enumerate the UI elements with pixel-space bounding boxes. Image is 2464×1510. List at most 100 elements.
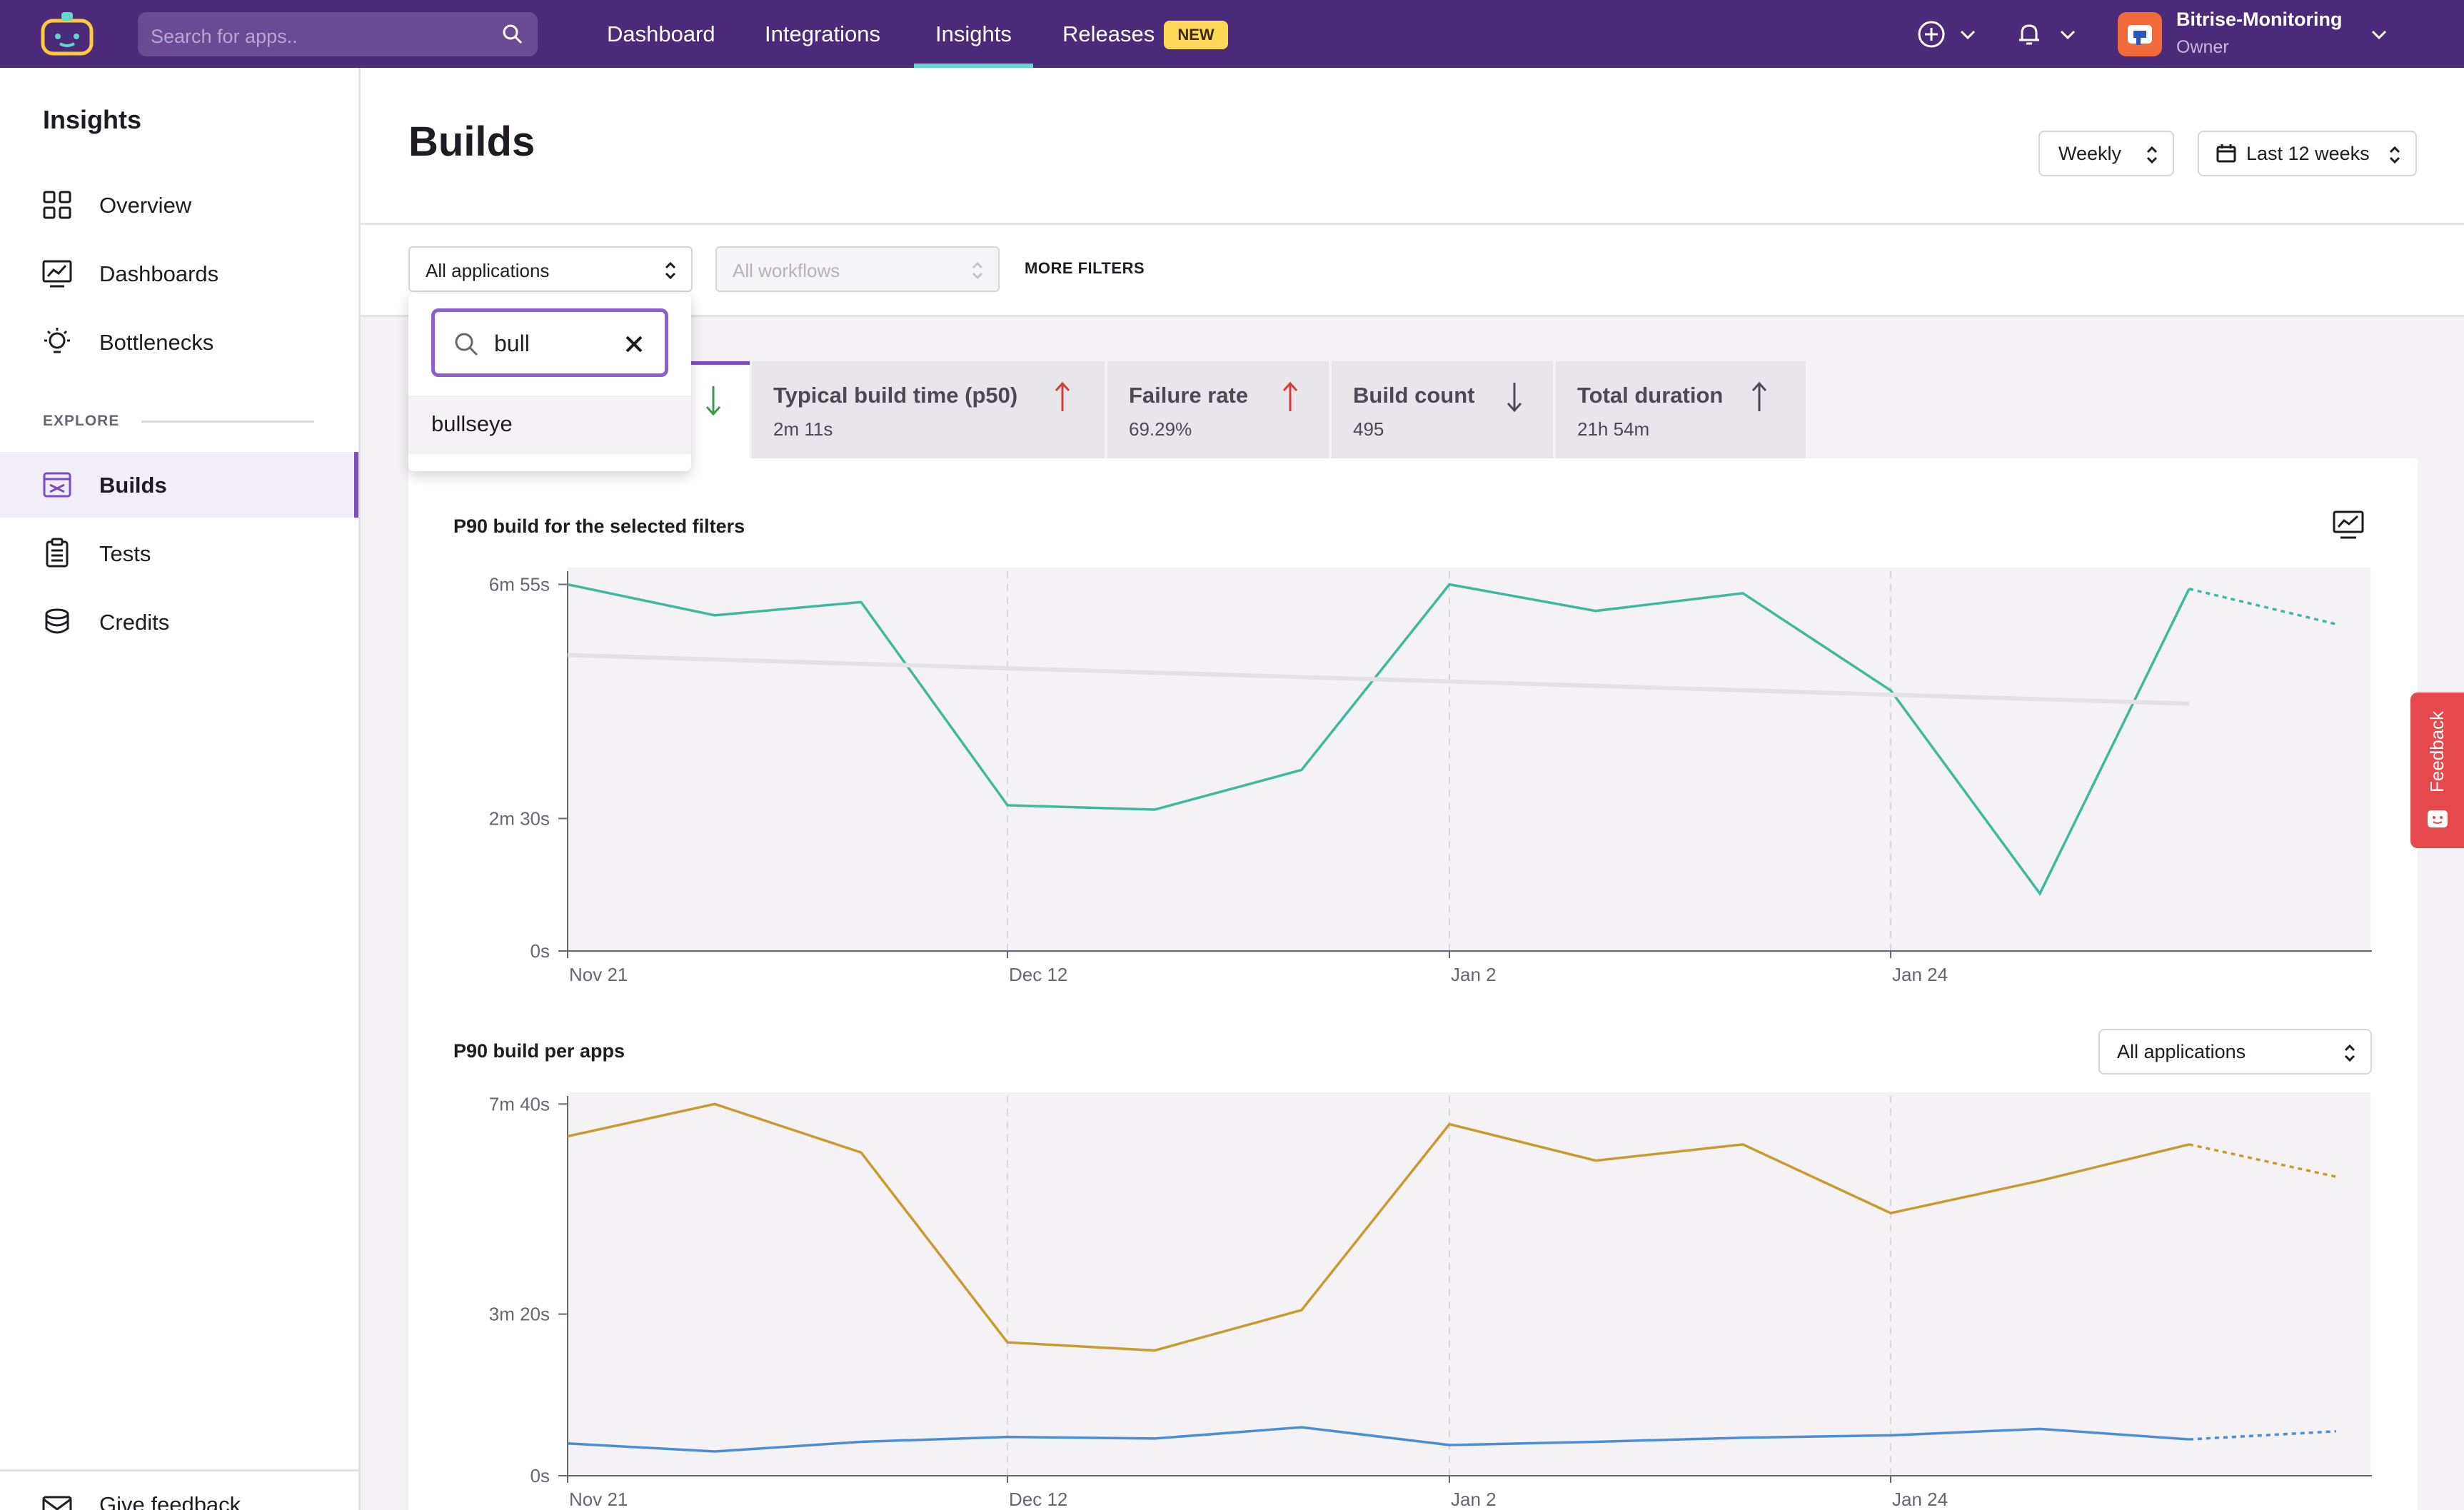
sidebar-item-label: Bottlenecks — [99, 330, 214, 355]
y-tick-label: 0s — [530, 940, 550, 962]
nav-insights[interactable]: Insights — [914, 0, 1033, 68]
sidebar-item-dashboards[interactable]: Dashboards — [0, 241, 358, 306]
account-name[interactable]: Bitrise-Monitoring — [2176, 9, 2343, 30]
coins-stack-icon — [45, 608, 69, 634]
metric-name: Build count — [1353, 383, 1475, 408]
chevron-up-down-icon — [2389, 146, 2400, 164]
metric-tab-typical-build-time[interactable]: Typical build time (p50) 2m 11s — [752, 361, 1105, 458]
series-line-projection — [2188, 1143, 2337, 1178]
sidebar: Insights Overview Dashboards Bottlenecks — [0, 68, 361, 1510]
divider — [0, 1469, 358, 1471]
search-placeholder: Search for apps.. — [151, 26, 298, 47]
search-icon — [455, 333, 478, 356]
nav-integrations[interactable]: Integrations — [765, 21, 880, 46]
metric-tab-build-count[interactable]: Build count 495 — [1332, 361, 1553, 458]
metric-name: Total duration — [1577, 383, 1724, 408]
more-filters-button[interactable]: MORE FILTERS — [1025, 259, 1145, 277]
metric-tab-total-duration[interactable]: Total duration 21h 54m — [1556, 361, 1806, 458]
arrow-down-icon — [705, 386, 721, 416]
sidebar-item-builds[interactable]: Builds — [0, 452, 358, 518]
top-navigation-bar: Search for apps.. Dashboard Integrations… — [0, 0, 2464, 68]
y-tick-label: 7m 40s — [489, 1093, 550, 1114]
x-tick-label: Dec 12 — [1009, 964, 1067, 985]
chevron-down-icon[interactable] — [2369, 20, 2389, 49]
sidebar-item-credits[interactable]: Credits — [0, 589, 358, 655]
apps-chart-select-value: All applications — [2117, 1040, 2246, 1062]
search-result-label: bullseye — [431, 411, 513, 436]
lightbulb-icon — [44, 328, 70, 353]
builds-icon — [43, 472, 71, 498]
app-search-input[interactable]: Search for apps.. — [138, 12, 538, 56]
chart-monitor-icon — [42, 260, 72, 288]
arrow-down-icon — [1507, 383, 1522, 413]
x-tick-label: Jan 24 — [1892, 1489, 1948, 1510]
sidebar-item-label: Tests — [99, 541, 151, 566]
calendar-icon — [2216, 144, 2236, 163]
metric-value: 495 — [1353, 418, 1384, 440]
bitrise-logo-icon[interactable] — [39, 11, 96, 56]
applications-search-popover: bull bullseye — [408, 294, 691, 471]
account-role: Owner — [2176, 37, 2229, 57]
applications-search-input[interactable]: bull — [431, 308, 668, 377]
close-icon[interactable] — [623, 333, 645, 355]
applications-filter-select[interactable]: All applications — [408, 246, 693, 292]
series-line — [567, 1426, 2190, 1453]
sidebar-item-tests[interactable]: Tests — [0, 520, 358, 586]
y-tick-label: 2m 30s — [489, 807, 550, 829]
bell-icon[interactable] — [2015, 20, 2043, 49]
y-tick-label: 0s — [530, 1465, 550, 1486]
x-tick-label: Nov 21 — [569, 1489, 628, 1510]
main-chart-title: P90 build for the selected filters — [453, 515, 745, 537]
sidebar-item-overview[interactable]: Overview — [0, 172, 358, 238]
search-result-option[interactable]: bullseye — [408, 396, 691, 454]
x-tick-label: Jan 2 — [1451, 964, 1497, 985]
add-circle-icon[interactable] — [1917, 20, 1946, 49]
period-select[interactable]: Weekly — [2038, 131, 2174, 176]
apps-chart-application-select[interactable]: All applications — [2098, 1029, 2372, 1074]
sidebar-title: Insights — [43, 105, 142, 134]
chevron-up-down-icon — [2344, 1044, 2355, 1062]
feedback-side-tab[interactable]: Feedback — [2410, 693, 2464, 848]
account-avatar[interactable] — [2118, 12, 2162, 56]
chevron-down-icon[interactable] — [2058, 20, 2078, 49]
metric-value: 21h 54m — [1577, 418, 1650, 440]
apps-chart-title: P90 build per apps — [453, 1040, 625, 1062]
series-line-projection — [2188, 1429, 2337, 1441]
sidebar-item-label: Credits — [99, 610, 170, 635]
metric-name: Failure rate — [1129, 383, 1249, 408]
period-select-value: Weekly — [2058, 142, 2122, 164]
divider — [361, 315, 2464, 317]
sidebar-item-label: Dashboards — [99, 261, 219, 286]
grid-icon — [43, 191, 71, 219]
chevron-down-icon[interactable] — [1958, 20, 1978, 49]
y-tick-label: 6m 55s — [489, 574, 550, 595]
date-range-value: Last 12 weeks — [2246, 142, 2370, 164]
date-range-select[interactable]: Last 12 weeks — [2198, 131, 2417, 176]
nav-dashboard[interactable]: Dashboard — [607, 21, 715, 46]
arrow-up-icon — [1751, 381, 1767, 411]
feedback-side-tab-label: Feedback — [2426, 710, 2448, 792]
metric-tab-p90[interactable] — [691, 361, 750, 458]
metric-value: 69.29% — [1129, 418, 1192, 440]
applications-filter-value: All applications — [426, 260, 550, 281]
search-icon — [503, 24, 523, 44]
x-tick-label: Dec 12 — [1009, 1489, 1067, 1510]
workflows-filter-value: All workflows — [733, 260, 840, 281]
apps-chart-plot-area — [568, 1092, 2370, 1478]
chart-monitor-icon[interactable] — [2332, 510, 2365, 540]
chevron-up-down-icon — [972, 261, 983, 280]
x-tick-label: Jan 2 — [1451, 1489, 1497, 1510]
sidebar-item-bottlenecks[interactable]: Bottlenecks — [0, 309, 358, 375]
workflows-filter-select[interactable]: All workflows — [715, 246, 1000, 292]
sidebar-item-label: Overview — [99, 193, 192, 218]
main-chart-plot-area — [568, 568, 2370, 953]
clipboard-icon — [46, 538, 69, 568]
nav-releases[interactable]: Releases — [1062, 21, 1155, 46]
mail-icon — [42, 1496, 72, 1510]
give-feedback-link[interactable]: Give feedback — [99, 1492, 241, 1510]
metric-tab-failure-rate[interactable]: Failure rate 69.29% — [1107, 361, 1329, 458]
applications-search-value: bull — [494, 331, 530, 356]
x-tick-label: Jan 24 — [1892, 964, 1948, 985]
new-badge: NEW — [1164, 21, 1228, 49]
